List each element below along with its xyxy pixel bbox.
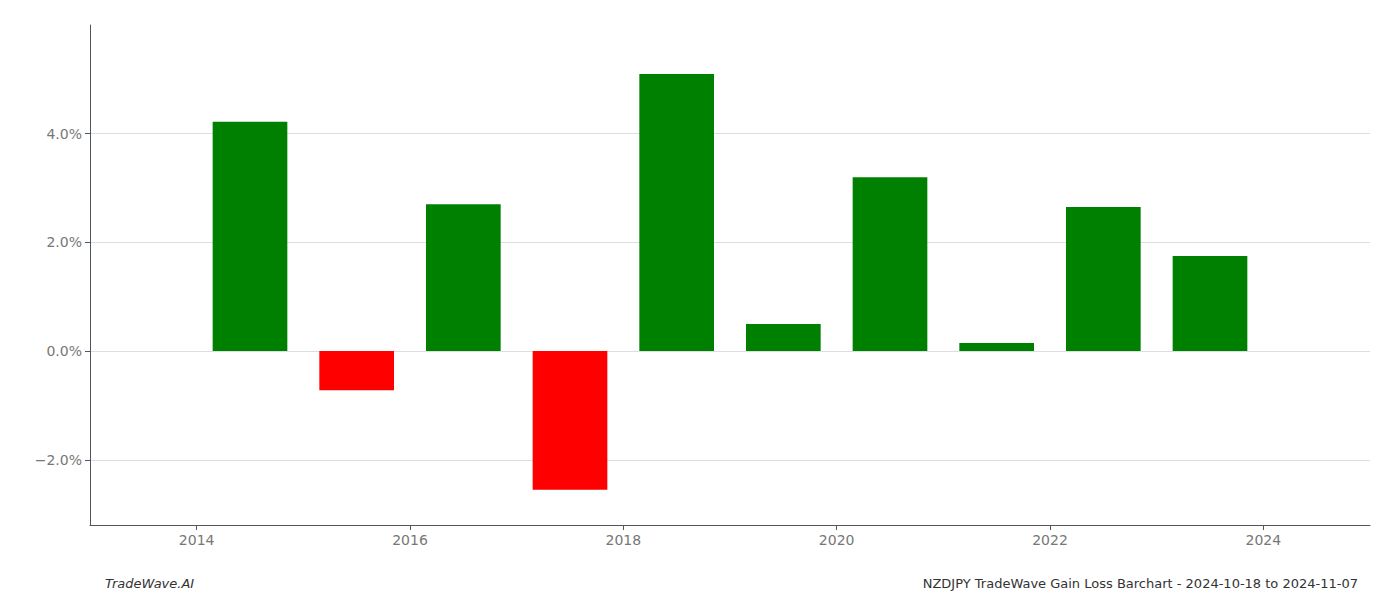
svg-text:NZDJPY TradeWave Gain Loss Bar: NZDJPY TradeWave Gain Loss Barchart - 20… xyxy=(923,576,1358,591)
svg-text:4.0%: 4.0% xyxy=(46,126,82,142)
svg-text:0.0%: 0.0% xyxy=(46,343,82,359)
svg-text:2016: 2016 xyxy=(392,532,428,548)
svg-text:2.0%: 2.0% xyxy=(46,234,82,250)
svg-text:2018: 2018 xyxy=(606,532,642,548)
svg-text:−2.0%: −2.0% xyxy=(35,452,82,468)
svg-text:2020: 2020 xyxy=(819,532,855,548)
svg-text:2014: 2014 xyxy=(179,532,215,548)
svg-text:TradeWave.AI: TradeWave.AI xyxy=(105,576,194,591)
svg-text:2024: 2024 xyxy=(1246,532,1282,548)
svg-text:2022: 2022 xyxy=(1032,532,1068,548)
